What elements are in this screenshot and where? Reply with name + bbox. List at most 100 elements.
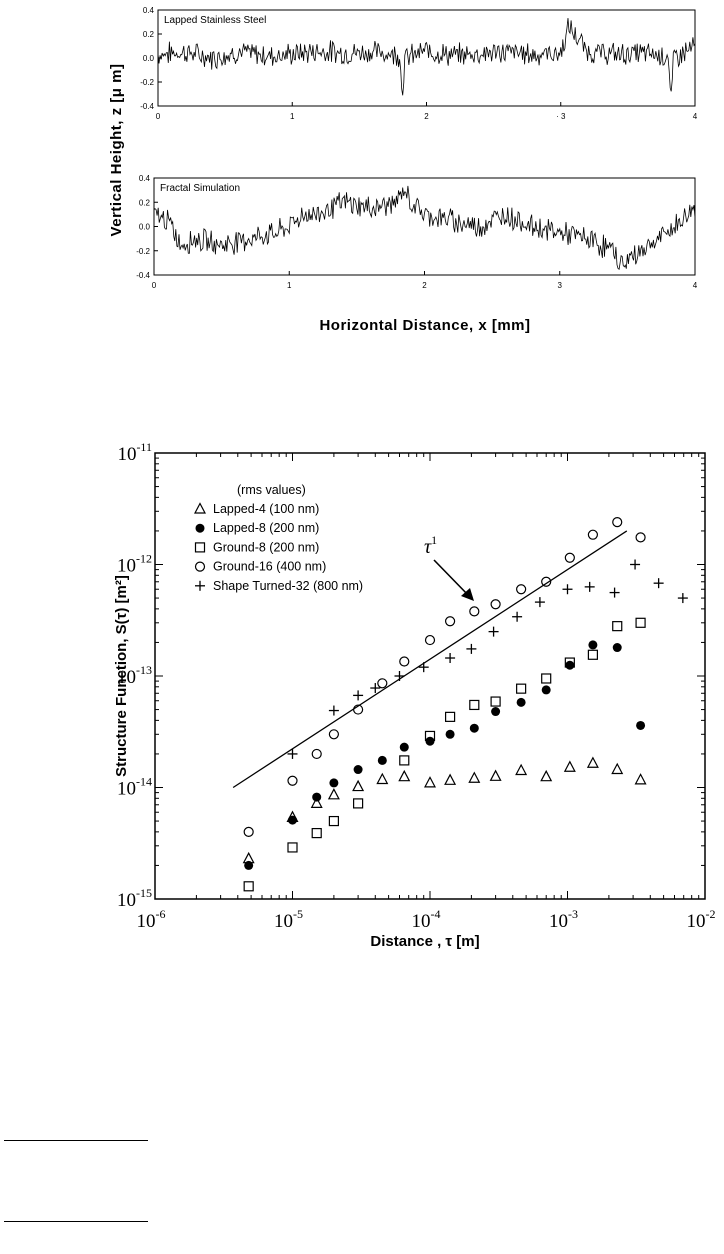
x-tick-label: 10-2 [687, 907, 716, 932]
data-point-open-circle [635, 532, 646, 543]
footnote-rule [4, 1221, 148, 1222]
profile-chart-lapped: 0.4 0.2 0.0 -0.2 -0.40 1 2 · 3 4 Lapped Stainless… [140, 6, 698, 121]
x-tick-label: 10-3 [549, 907, 578, 932]
x-tick-label: 3 [558, 281, 563, 290]
data-point-filled-circle [329, 778, 339, 788]
data-point-triangle [424, 776, 436, 788]
x-tick-label: 1 [287, 281, 292, 290]
data-point-square [541, 673, 552, 684]
data-point-filled-circle [612, 643, 622, 653]
y-axis-label: Structure Function, S(τ) [m²] [113, 575, 130, 777]
data-point-square [424, 730, 436, 742]
tick-base: 10 [117, 444, 136, 465]
reference-arrow [433, 559, 471, 598]
x-tick-label: 0 [152, 281, 157, 290]
tick-base: 10 [117, 779, 136, 800]
legend-marker [194, 542, 206, 553]
y-tick-label: -0.4 [136, 271, 150, 280]
data-point-square [353, 798, 364, 809]
x-tick-label: 0 [156, 112, 161, 121]
data-point-open-circle [328, 729, 339, 740]
y-tick-label: 0.4 [143, 6, 155, 15]
structure-function-chart: 10-6 10-5 10-4 10-3 10-210-1110-1210-1310-14… [113, 440, 716, 950]
data-point-filled-circle [516, 697, 526, 707]
tick-base: 10 [549, 911, 568, 932]
x-tick-label: · 3 [556, 112, 566, 121]
y-tick-label: 0.0 [139, 223, 151, 232]
data-point-triangle [634, 773, 647, 785]
y-tick-label: 0.2 [139, 198, 151, 207]
data-point-open-circle [399, 656, 410, 667]
data-point-filled-circle [469, 723, 479, 733]
data-point-triangle [489, 769, 502, 781]
data-point-filled-circle [565, 660, 575, 670]
data-point-square [243, 881, 254, 892]
legend-label: Ground-16 (400 nm) [213, 560, 326, 574]
data-point-open-circle [287, 775, 298, 786]
data-point-filled-circle [425, 736, 435, 746]
reference-line-label: τ1 [424, 533, 437, 558]
x-axis-label: Distance , τ [m] [370, 933, 479, 950]
data-point-open-circle [587, 529, 598, 540]
legend-marker [194, 502, 206, 514]
data-point-square [587, 649, 598, 660]
tick-exponent: -5 [293, 907, 303, 921]
x-tick-label: 2 [422, 281, 427, 290]
tick-exponent: -2 [706, 907, 716, 921]
data-point-triangle [611, 762, 624, 775]
data-point-triangle [376, 772, 389, 785]
data-point-open-circle [612, 517, 623, 528]
legend-label: Lapped-4 (100 nm) [213, 502, 319, 516]
x-tick-label: 10-4 [412, 907, 441, 932]
tick-exponent: -15 [136, 886, 152, 900]
reference-label-base: τ [424, 536, 432, 558]
data-point-triangle [468, 771, 481, 783]
data-point-filled-circle [491, 707, 501, 717]
data-point-open-circle [490, 599, 501, 610]
data-point-open-circle [311, 748, 322, 760]
data-point-filled-circle [353, 765, 363, 775]
data-point-open-circle [424, 634, 436, 646]
data-point-filled-circle [445, 729, 455, 739]
data-point-open-circle [541, 576, 552, 587]
data-point-filled-circle [588, 640, 598, 650]
data-point-square [635, 617, 646, 628]
data-point-open-circle [564, 552, 575, 563]
data-point-triangle [398, 769, 411, 782]
tick-base: 10 [117, 556, 136, 577]
data-point-square [490, 696, 501, 707]
data-point-square [287, 842, 298, 853]
plot-frame [154, 452, 706, 900]
data-point-open-circle [469, 606, 480, 617]
y-tick-label: 10-11 [117, 440, 152, 465]
y-tick-label: 10-12 [117, 552, 152, 577]
data-point-triangle [540, 769, 553, 782]
tick-exponent: -3 [568, 907, 578, 921]
tick-base: 10 [117, 667, 136, 688]
tick-exponent: -13 [136, 663, 152, 677]
data-point-square [444, 711, 456, 722]
x-tick-label: 4 [693, 281, 698, 290]
shared-x-axis-label: Horizontal Distance, x [mm] [319, 317, 530, 334]
chart-title: Fractal Simulation [160, 183, 240, 194]
data-point-triangle [352, 779, 365, 792]
data-point-square [328, 815, 339, 827]
data-point-square [399, 755, 410, 766]
data-point-triangle [444, 773, 457, 785]
tick-exponent: -12 [136, 552, 152, 566]
y-tick-label: 0.2 [143, 30, 155, 39]
data-point-triangle [563, 760, 576, 772]
data-point-triangle [515, 763, 528, 776]
data-point-open-circle [516, 584, 527, 595]
data-point-triangle [310, 796, 323, 809]
y-tick-label: 0.4 [139, 174, 151, 183]
x-tick-label: 10-6 [137, 907, 166, 932]
tick-base: 10 [274, 911, 293, 932]
legend-title: (rms values) [237, 483, 306, 497]
data-point-filled-circle [636, 720, 646, 730]
y-tick-label: 10-15 [117, 886, 152, 911]
y-tick-label: -0.2 [136, 247, 150, 256]
tick-exponent: -14 [136, 775, 152, 789]
tick-base: 10 [412, 911, 431, 932]
